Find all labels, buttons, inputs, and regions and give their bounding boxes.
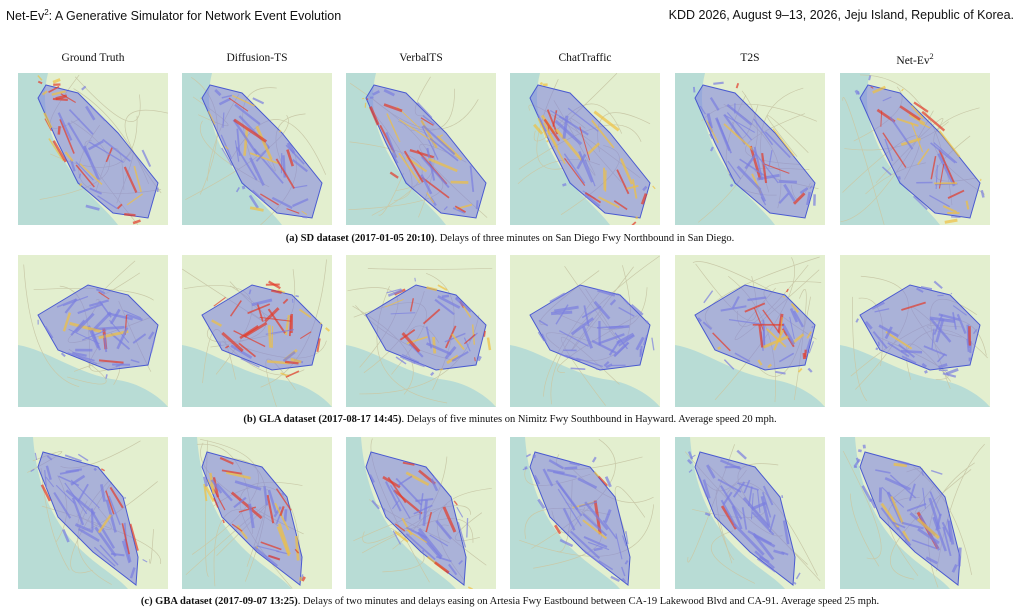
map-panel: [840, 255, 990, 407]
column-title: T2S: [740, 52, 760, 64]
column-title: Diffusion-TS: [226, 52, 288, 64]
column-title: VerbalTS: [399, 52, 443, 64]
running-header-title: Net-Ev2: A Generative Simulator for Netw…: [6, 8, 342, 24]
map-panel: [18, 73, 168, 225]
map-panel: [346, 73, 496, 225]
map-panel: [346, 255, 496, 407]
map-panel: [840, 437, 990, 589]
figure-caption: (c) GBA dataset (2017-09-07 13:25). Dela…: [140, 596, 880, 607]
map-panel: [182, 255, 332, 407]
map-panel: [346, 437, 496, 589]
column-title: Net-Ev2: [896, 52, 934, 67]
map-panel: [675, 255, 825, 407]
map-panel: [675, 437, 825, 589]
map-panel: [18, 255, 168, 407]
column-title: ChatTraffic: [558, 52, 612, 64]
map-panel: [840, 73, 990, 225]
map-panel: [510, 437, 660, 589]
map-panel: [675, 73, 825, 225]
figure-caption: (a) SD dataset (2017-01-05 20:10). Delay…: [285, 233, 735, 244]
running-header-venue: KDD 2026, August 9–13, 2026, Jeju Island…: [668, 8, 1014, 22]
column-title: Ground Truth: [61, 52, 125, 64]
figure-caption: (b) GLA dataset (2017-08-17 14:45). Dela…: [243, 414, 777, 425]
map-panel: [182, 437, 332, 589]
map-panel: [510, 73, 660, 225]
map-panel: [18, 437, 168, 589]
map-panel: [510, 255, 660, 407]
map-panel: [182, 73, 332, 225]
